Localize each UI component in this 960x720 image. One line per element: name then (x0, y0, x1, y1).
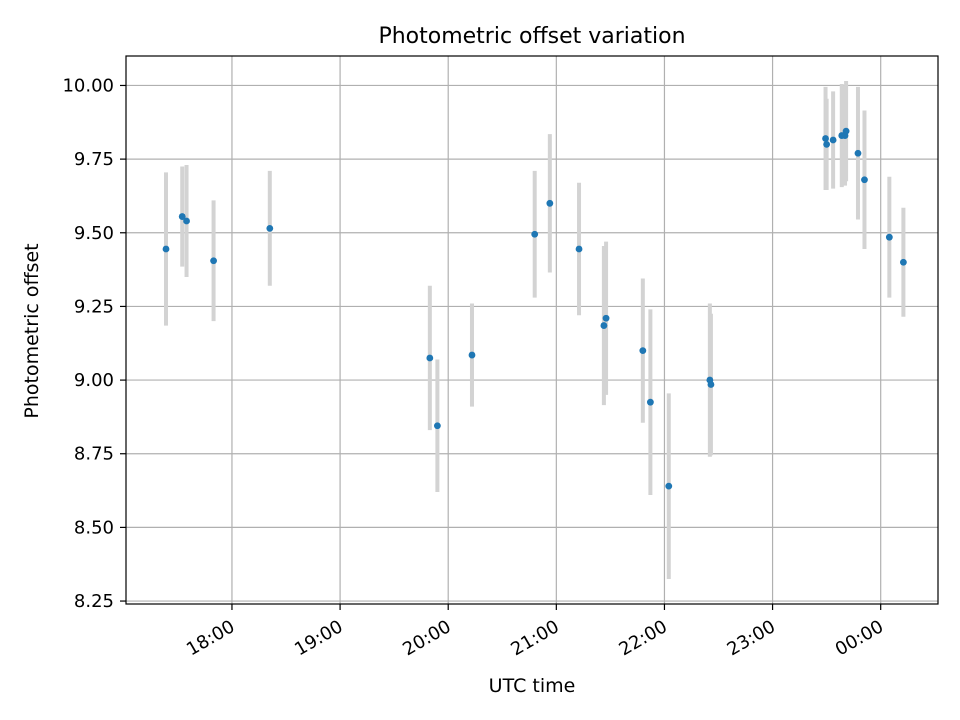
y-tick-label: 8.50 (74, 517, 114, 538)
y-tick-label: 10.00 (62, 75, 114, 96)
y-tick-label: 9.50 (74, 223, 114, 244)
x-axis-label: UTC time (489, 675, 576, 697)
data-point (602, 314, 610, 322)
y-tick-label: 8.25 (74, 591, 114, 612)
data-point (707, 381, 715, 388)
y-tick-label: 8.75 (74, 444, 114, 465)
data-point (178, 213, 186, 220)
data-point (854, 149, 862, 157)
data-point (646, 398, 654, 406)
data-point (531, 230, 539, 238)
data-point (546, 199, 554, 207)
data-point (885, 233, 893, 241)
data-point (575, 245, 583, 253)
y-tick-label: 9.00 (74, 370, 114, 391)
data-point (426, 354, 434, 362)
data-point (162, 245, 170, 253)
plot-frame (125, 55, 939, 605)
data-point (842, 127, 850, 135)
chart-title: Photometric offset variation (378, 24, 685, 49)
data-point (639, 347, 647, 355)
data-point (468, 351, 476, 359)
y-axis-ticks: 8.25 8.50 8.75 9.00 9.25 9.50 9.75 10.00 (62, 75, 126, 612)
data-point (665, 482, 673, 490)
y-tick-label: 9.75 (74, 149, 114, 170)
data-point (822, 135, 829, 142)
y-axis-label: Photometric offset (21, 243, 43, 418)
data-point (829, 136, 837, 144)
y-tick-label: 9.25 (74, 296, 114, 317)
data-point (823, 140, 831, 148)
data-point (433, 422, 441, 430)
data-point (210, 257, 217, 265)
data-point (861, 176, 868, 184)
data-point (900, 258, 907, 266)
data-point (600, 322, 608, 329)
data-points (162, 127, 907, 490)
data-point (266, 224, 274, 232)
data-point (183, 217, 190, 225)
